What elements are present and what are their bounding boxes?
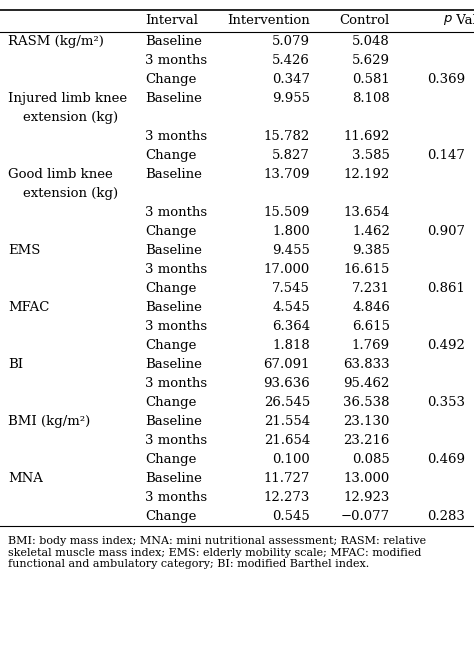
Text: 23.130: 23.130 (344, 415, 390, 428)
Text: 3 months: 3 months (145, 320, 207, 333)
Text: Good limb knee: Good limb knee (8, 168, 113, 181)
Text: 8.108: 8.108 (352, 92, 390, 105)
Text: 1.818: 1.818 (272, 339, 310, 352)
Text: Value: Value (452, 14, 474, 27)
Text: 17.000: 17.000 (264, 263, 310, 276)
Text: 3 months: 3 months (145, 434, 207, 447)
Text: 4.545: 4.545 (272, 301, 310, 314)
Text: Change: Change (145, 225, 196, 238)
Text: 3 months: 3 months (145, 130, 207, 143)
Text: Baseline: Baseline (145, 415, 202, 428)
Text: 3 months: 3 months (145, 491, 207, 504)
Text: 6.364: 6.364 (272, 320, 310, 333)
Text: 0.581: 0.581 (352, 73, 390, 86)
Text: Baseline: Baseline (145, 35, 202, 48)
Text: 0.085: 0.085 (352, 453, 390, 466)
Text: 21.554: 21.554 (264, 415, 310, 428)
Text: extension (kg): extension (kg) (23, 111, 118, 124)
Text: Interval: Interval (145, 14, 198, 27)
Text: BI: BI (8, 358, 23, 371)
Text: 12.192: 12.192 (344, 168, 390, 181)
Text: 1.462: 1.462 (352, 225, 390, 238)
Text: 3 months: 3 months (145, 263, 207, 276)
Text: 13.000: 13.000 (344, 472, 390, 485)
Text: Baseline: Baseline (145, 472, 202, 485)
Text: −0.077: −0.077 (341, 510, 390, 523)
Text: 6.615: 6.615 (352, 320, 390, 333)
Text: 21.654: 21.654 (264, 434, 310, 447)
Text: 26.545: 26.545 (264, 396, 310, 409)
Text: 9.385: 9.385 (352, 244, 390, 257)
Text: 13.709: 13.709 (264, 168, 310, 181)
Text: BMI: body mass index; MNA: mini nutritional assessment; RASM: relative
skeletal : BMI: body mass index; MNA: mini nutritio… (8, 536, 426, 569)
Text: 23.216: 23.216 (344, 434, 390, 447)
Text: 0.469: 0.469 (427, 453, 465, 466)
Text: 12.923: 12.923 (344, 491, 390, 504)
Text: 63.833: 63.833 (343, 358, 390, 371)
Text: 3.585: 3.585 (352, 149, 390, 162)
Text: Control: Control (340, 14, 390, 27)
Text: 5.827: 5.827 (272, 149, 310, 162)
Text: EMS: EMS (8, 244, 40, 257)
Text: MNA: MNA (8, 472, 43, 485)
Text: 7.231: 7.231 (352, 282, 390, 295)
Text: 36.538: 36.538 (344, 396, 390, 409)
Text: 11.692: 11.692 (344, 130, 390, 143)
Text: Baseline: Baseline (145, 358, 202, 371)
Text: 12.273: 12.273 (264, 491, 310, 504)
Text: 5.629: 5.629 (352, 54, 390, 67)
Text: 15.509: 15.509 (264, 206, 310, 219)
Text: Change: Change (145, 339, 196, 352)
Text: 0.492: 0.492 (427, 339, 465, 352)
Text: 0.907: 0.907 (427, 225, 465, 238)
Text: Baseline: Baseline (145, 92, 202, 105)
Text: Change: Change (145, 149, 196, 162)
Text: 11.727: 11.727 (264, 472, 310, 485)
Text: RASM (kg/m²): RASM (kg/m²) (8, 35, 104, 48)
Text: 1.800: 1.800 (272, 225, 310, 238)
Text: 0.861: 0.861 (427, 282, 465, 295)
Text: 3 months: 3 months (145, 54, 207, 67)
Text: 0.545: 0.545 (272, 510, 310, 523)
Text: 5.426: 5.426 (272, 54, 310, 67)
Text: Change: Change (145, 453, 196, 466)
Text: 0.283: 0.283 (427, 510, 465, 523)
Text: 1.769: 1.769 (352, 339, 390, 352)
Text: 15.782: 15.782 (264, 130, 310, 143)
Text: 4.846: 4.846 (352, 301, 390, 314)
Text: 5.079: 5.079 (272, 35, 310, 48)
Text: 95.462: 95.462 (344, 377, 390, 390)
Text: 0.147: 0.147 (427, 149, 465, 162)
Text: Baseline: Baseline (145, 244, 202, 257)
Text: 67.091: 67.091 (264, 358, 310, 371)
Text: 0.100: 0.100 (272, 453, 310, 466)
Text: 0.353: 0.353 (427, 396, 465, 409)
Text: 0.347: 0.347 (272, 73, 310, 86)
Text: 9.455: 9.455 (272, 244, 310, 257)
Text: Baseline: Baseline (145, 301, 202, 314)
Text: MFAC: MFAC (8, 301, 49, 314)
Text: BMI (kg/m²): BMI (kg/m²) (8, 415, 90, 428)
Text: Injured limb knee: Injured limb knee (8, 92, 127, 105)
Text: Baseline: Baseline (145, 168, 202, 181)
Text: 7.545: 7.545 (272, 282, 310, 295)
Text: 5.048: 5.048 (352, 35, 390, 48)
Text: 3 months: 3 months (145, 377, 207, 390)
Text: Change: Change (145, 510, 196, 523)
Text: Change: Change (145, 282, 196, 295)
Text: 9.955: 9.955 (272, 92, 310, 105)
Text: 13.654: 13.654 (344, 206, 390, 219)
Text: 0.369: 0.369 (427, 73, 465, 86)
Text: Intervention: Intervention (227, 14, 310, 27)
Text: extension (kg): extension (kg) (23, 187, 118, 200)
Text: 3 months: 3 months (145, 206, 207, 219)
Text: $p$: $p$ (443, 13, 453, 27)
Text: Change: Change (145, 73, 196, 86)
Text: Change: Change (145, 396, 196, 409)
Text: 93.636: 93.636 (263, 377, 310, 390)
Text: 16.615: 16.615 (344, 263, 390, 276)
